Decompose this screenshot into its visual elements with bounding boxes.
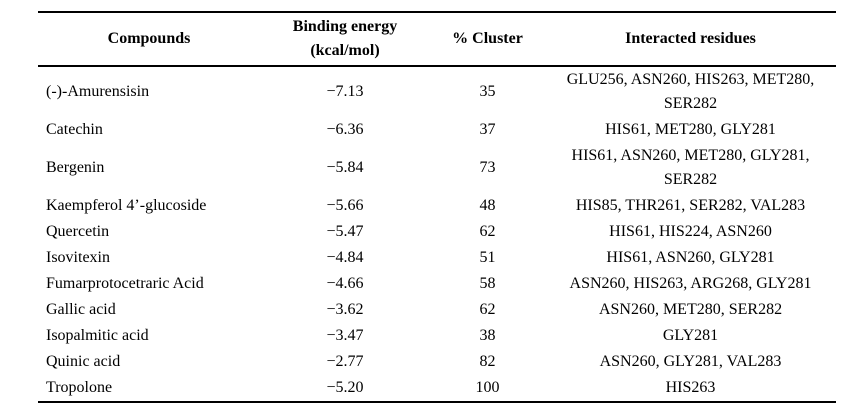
residues-cell: ASN260, GLY281, VAL283 <box>599 353 782 370</box>
col-header-binding-energy-line1: Binding energy <box>292 18 398 35</box>
binding-energy-cell: −2.77 <box>326 353 364 370</box>
table-row: (-)-Amurensisin −7.13 35 GLU256, ASN260, HI… <box>38 66 836 117</box>
col-header-compounds: Compounds <box>107 30 191 47</box>
binding-energy-cell: −4.84 <box>326 249 364 266</box>
cluster-cell: 82 <box>479 353 496 370</box>
cluster-cell: 35 <box>479 83 496 100</box>
table-row: Isovitexin −4.84 51 HIS61, ASN260, GLY281 <box>38 245 836 271</box>
table-row: Catechin −6.36 37 HIS61, MET280, GLY281 <box>38 117 836 143</box>
cluster-cell: 73 <box>479 159 496 176</box>
table-row: Fumarprotocetraric Acid −4.66 58 ASN260, HI… <box>38 271 836 297</box>
binding-energy-cell: −5.20 <box>326 379 364 396</box>
cluster-cell: 51 <box>479 249 496 266</box>
cluster-cell: 100 <box>475 379 500 396</box>
binding-energy-cell: −7.13 <box>326 83 364 100</box>
residues-cell: HIS61, ASN260, GLY281 <box>606 249 775 266</box>
binding-energy-cell: −4.66 <box>326 275 364 292</box>
col-header-binding-energy: Binding energy (kcal/mol) <box>260 12 430 66</box>
binding-energy-cell: −5.66 <box>326 197 364 214</box>
table-row: Tropolone −5.20 100 HIS263 <box>38 375 836 402</box>
table-row: Bergenin −5.84 73 HIS61, ASN260, MET280, GL… <box>38 143 836 193</box>
binding-energy-cell: −5.84 <box>326 159 364 176</box>
residues-cell: HIS263 <box>665 379 716 396</box>
residues-cell: GLU256, ASN260, HIS263, MET280, SER282 <box>566 71 815 112</box>
residues-cell: HIS61, ASN260, MET280, GLY281, SER282 <box>571 147 810 188</box>
binding-energy-cell: −5.47 <box>326 223 364 240</box>
table-row: Gallic acid −3.62 62 ASN260, MET280, SER282 <box>38 297 836 323</box>
compound-cell: Catechin <box>46 121 103 138</box>
binding-energy-cell: −3.62 <box>326 301 364 318</box>
residues-cell: HIS85, THR261, SER282, VAL283 <box>575 197 806 214</box>
residues-cell: HIS61, HIS224, ASN260 <box>609 223 772 240</box>
docking-results-table-container: Compounds Binding energy (kcal/mol) % Cl… <box>38 11 836 403</box>
residues-cell: ASN260, MET280, SER282 <box>598 301 783 318</box>
table-row: Quinic acid −2.77 82 ASN260, GLY281, VAL283 <box>38 349 836 375</box>
col-header-cluster: % Cluster <box>452 30 523 47</box>
compound-cell: (-)-Amurensisin <box>46 83 150 100</box>
table-row: Kaempferol 4’-glucoside −5.66 48 HIS85, THR… <box>38 193 836 219</box>
header-row: Compounds Binding energy (kcal/mol) % Cl… <box>38 12 836 66</box>
cluster-cell: 37 <box>479 121 496 138</box>
binding-energy-cell: −3.47 <box>326 327 364 344</box>
table-body: (-)-Amurensisin −7.13 35 GLU256, ASN260, HI… <box>38 66 836 402</box>
compound-cell: Kaempferol 4’-glucoside <box>46 197 207 214</box>
compound-cell: Bergenin <box>46 159 105 176</box>
cluster-cell: 62 <box>479 223 496 240</box>
docking-results-table: Compounds Binding energy (kcal/mol) % Cl… <box>38 11 836 403</box>
cluster-cell: 38 <box>479 327 496 344</box>
residues-cell: HIS61, MET280, GLY281 <box>605 121 776 138</box>
cluster-cell: 48 <box>479 197 496 214</box>
binding-energy-cell: −6.36 <box>326 121 364 138</box>
residues-cell: ASN260, HIS263, ARG268, GLY281 <box>569 275 812 292</box>
col-header-residues: Interacted residues <box>625 30 756 47</box>
cluster-cell: 58 <box>479 275 496 292</box>
compound-cell: Isovitexin <box>46 249 110 266</box>
compound-cell: Fumarprotocetraric Acid <box>46 275 204 292</box>
compound-cell: Quinic acid <box>46 353 121 370</box>
cluster-cell: 62 <box>479 301 496 318</box>
table-row: Isopalmitic acid −3.47 38 GLY281 <box>38 323 836 349</box>
compound-cell: Gallic acid <box>46 301 116 318</box>
table-row: Quercetin −5.47 62 HIS61, HIS224, ASN260 <box>38 219 836 245</box>
compound-cell: Quercetin <box>46 223 110 240</box>
compound-cell: Isopalmitic acid <box>46 327 149 344</box>
compound-cell: Tropolone <box>46 379 113 396</box>
col-header-binding-energy-line2: (kcal/mol) <box>310 42 380 59</box>
residues-cell: GLY281 <box>662 327 719 344</box>
